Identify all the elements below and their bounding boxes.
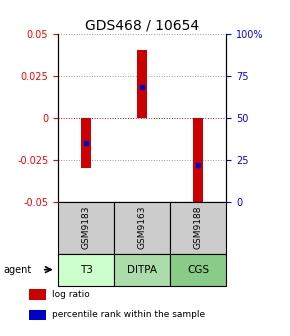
Bar xyxy=(137,50,147,118)
Text: DITPA: DITPA xyxy=(127,265,157,275)
FancyBboxPatch shape xyxy=(170,254,226,286)
Text: GSM9163: GSM9163 xyxy=(137,206,147,249)
Text: GSM9183: GSM9183 xyxy=(81,206,90,249)
Text: CGS: CGS xyxy=(187,265,209,275)
FancyBboxPatch shape xyxy=(114,254,170,286)
Bar xyxy=(29,289,46,300)
FancyBboxPatch shape xyxy=(58,254,114,286)
Bar xyxy=(29,309,46,321)
Title: GDS468 / 10654: GDS468 / 10654 xyxy=(85,18,199,33)
Text: log ratio: log ratio xyxy=(52,290,90,299)
FancyBboxPatch shape xyxy=(58,202,114,254)
FancyBboxPatch shape xyxy=(114,202,170,254)
Text: agent: agent xyxy=(3,265,31,275)
Text: percentile rank within the sample: percentile rank within the sample xyxy=(52,310,205,320)
Text: GSM9188: GSM9188 xyxy=(194,206,203,249)
Bar xyxy=(81,118,91,168)
Text: T3: T3 xyxy=(79,265,93,275)
FancyBboxPatch shape xyxy=(170,202,226,254)
Bar xyxy=(193,118,203,210)
